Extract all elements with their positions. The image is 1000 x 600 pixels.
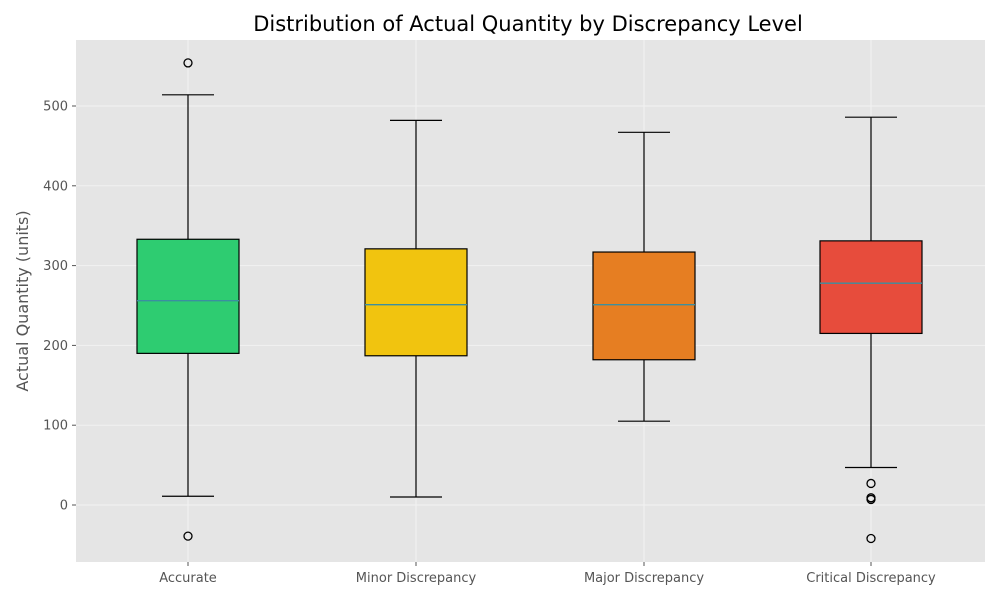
box-iqr <box>364 248 468 357</box>
y-axis-label: Actual Quantity (units) <box>13 210 32 391</box>
y-tick-label: 0 <box>60 499 68 514</box>
box-group <box>592 131 696 422</box>
x-tick-label: Critical Discrepancy <box>806 571 936 586</box>
y-tick-label: 100 <box>43 419 68 434</box>
box-group <box>136 58 240 541</box>
box-group <box>364 119 468 498</box>
outlier-point <box>866 494 876 505</box>
y-tick-label: 200 <box>43 339 68 354</box>
outlier-point <box>183 531 193 541</box>
x-tick-label: Minor Discrepancy <box>356 571 477 586</box>
box-group <box>819 116 923 544</box>
box-iqr <box>136 238 240 354</box>
x-axis: Accurate Minor Discrepancy Major Discrepan… <box>159 562 936 586</box>
y-tick-label: 500 <box>43 100 68 115</box>
y-axis: 0 100 200 300 400 500 <box>43 100 76 514</box>
x-tick-label: Accurate <box>159 571 217 586</box>
chart-title: Distribution of Actual Quantity by Discr… <box>253 12 803 36</box>
box-series <box>136 58 923 544</box>
y-tick-label: 300 <box>43 259 68 274</box>
outlier-point <box>866 478 876 489</box>
outlier-point <box>866 533 876 544</box>
y-tick-label: 400 <box>43 179 68 194</box>
x-tick-label: Major Discrepancy <box>584 571 704 586</box>
outlier-point <box>183 58 193 68</box>
box-iqr <box>819 240 923 335</box>
box-iqr <box>592 251 696 361</box>
